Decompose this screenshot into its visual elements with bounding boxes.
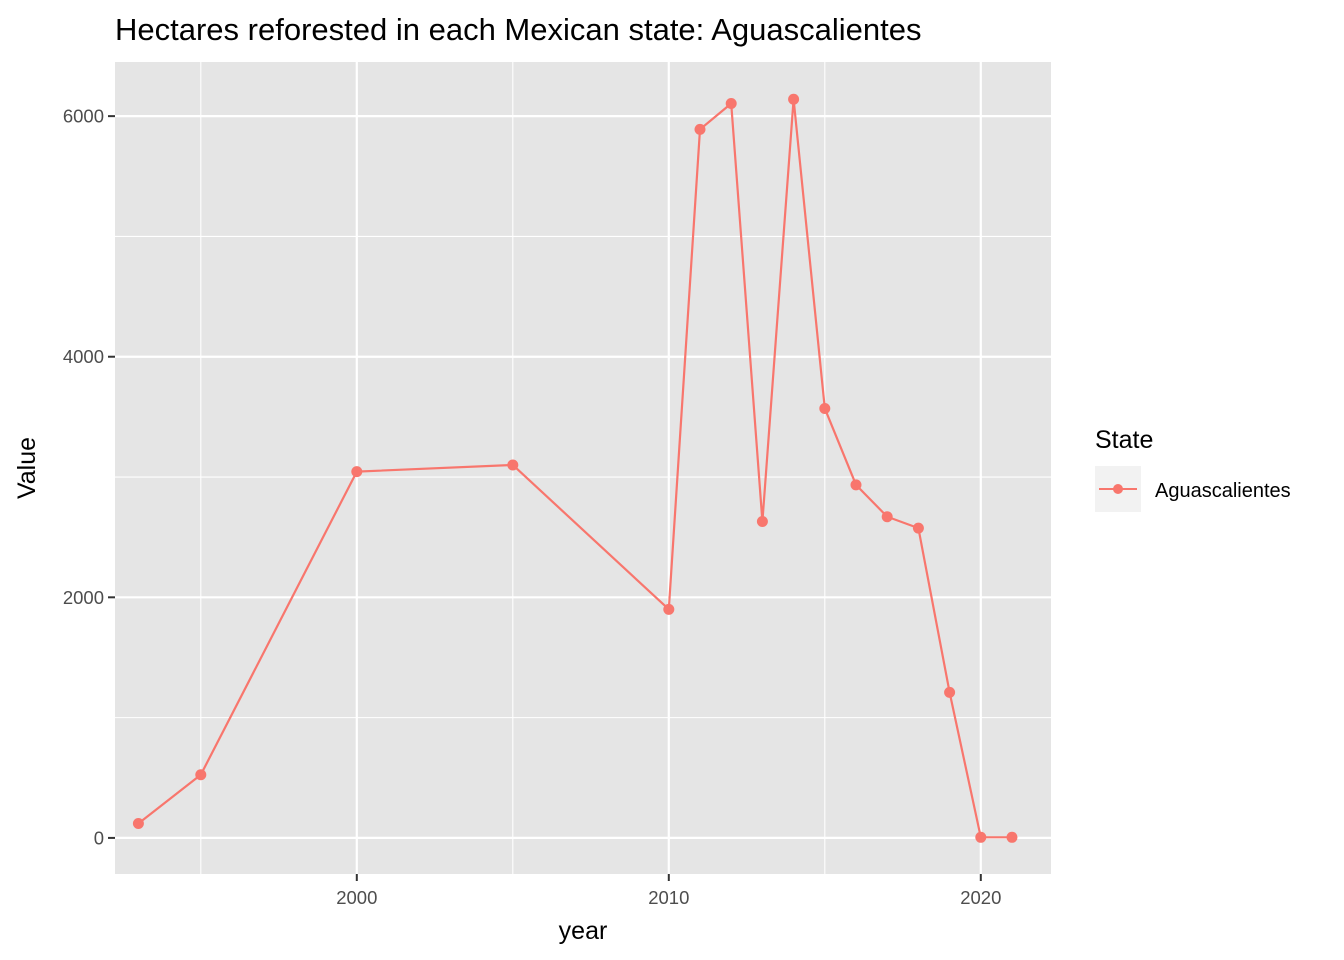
y-tick-label: 4000	[63, 346, 104, 367]
data-point	[975, 831, 987, 843]
x-axis-title: year	[559, 917, 608, 945]
x-tick-label: 2010	[648, 887, 689, 908]
series-line	[137, 98, 1012, 839]
data-point	[694, 123, 706, 135]
data-point	[881, 511, 893, 523]
series-layer	[132, 93, 1018, 843]
legend-entry-label: Aguascalientes	[1155, 480, 1291, 502]
y-tick-label: 6000	[63, 106, 104, 127]
minor-gridlines	[115, 62, 1051, 874]
legend-title: State	[1095, 426, 1153, 454]
legend: State Aguascalientes	[1095, 426, 1291, 512]
data-point	[132, 817, 144, 829]
y-tick-label: 0	[94, 827, 104, 848]
x-tick-label: 2000	[336, 887, 377, 908]
data-point	[819, 402, 831, 414]
major-gridlines	[115, 62, 1051, 874]
data-point	[195, 769, 207, 781]
x-axis: 2000 2010 2020	[336, 874, 1001, 908]
legend-key-point	[1113, 484, 1123, 494]
data-point	[663, 603, 675, 615]
y-tick-label: 2000	[63, 587, 104, 608]
data-point	[1006, 831, 1018, 843]
data-point	[912, 522, 924, 534]
data-point	[351, 466, 363, 478]
plot-panel	[115, 62, 1051, 874]
data-point	[507, 459, 519, 471]
data-point	[944, 686, 956, 698]
y-axis-title: Value	[13, 437, 41, 499]
data-point	[756, 516, 768, 528]
x-tick-label: 2020	[960, 887, 1001, 908]
data-point	[788, 93, 800, 105]
y-axis: 0 2000 4000 6000	[63, 106, 115, 848]
chart-title: Hectares reforested in each Mexican stat…	[115, 12, 921, 47]
data-point	[725, 98, 737, 110]
data-point	[850, 479, 862, 491]
